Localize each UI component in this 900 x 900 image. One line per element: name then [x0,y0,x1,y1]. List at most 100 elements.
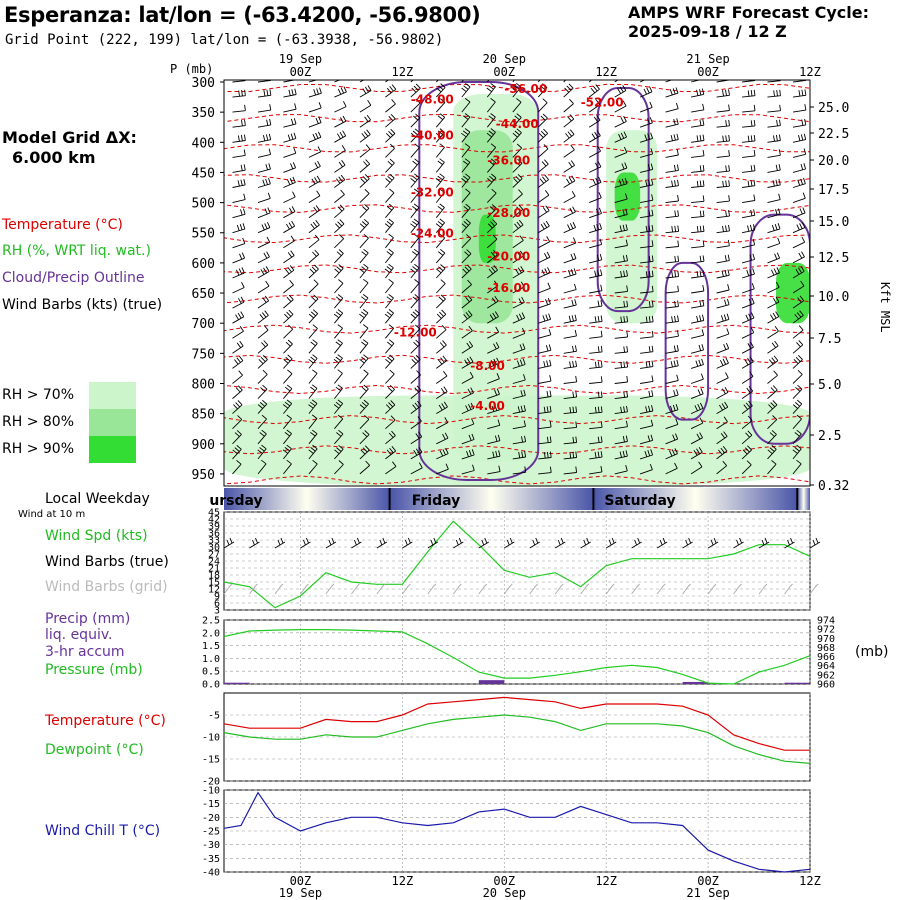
xs-wind-barb-417 [614,254,628,264]
xs-wind-barb-596 [792,104,807,113]
xs-wind-barb-345 [538,390,552,400]
xs-wind-barb-506 [690,373,704,384]
wind-barb-true-11 [504,537,515,549]
kft-tick-6: 10.0 [818,290,849,305]
xs-wind-barb-401 [589,421,603,430]
xs-wind-barb-190 [410,83,421,98]
bottom-tick-5: 12Z [799,874,821,888]
xs-wind-barb-428 [614,420,628,430]
xs-wind-barb-8 [232,193,246,204]
xs-wind-barb-225 [435,203,445,218]
xs-wind-barb-548 [742,194,756,204]
xs-wind-barb-433 [639,86,653,98]
temp-contour-8 [224,324,810,334]
temp-label-1: -52.00 [581,96,624,110]
xs-wind-barb-599 [792,148,807,158]
xs-wind-barb-100 [308,354,318,369]
xs-wind-barb-526 [716,269,730,279]
xs-wind-barb-9 [232,208,246,219]
rh-legend-90: RH > 90% [2,441,75,457]
cycle-line1: AMPS WRF Forecast Cycle: [628,3,870,22]
xs-wind-barb-141 [359,159,371,173]
xs-wind-barb-278 [486,188,497,203]
xs-wind-barb-75 [283,384,293,399]
xs-wind-barb-444 [640,255,654,264]
page-title: Esperanza: lat/lon = (-63.4200, -56.9800… [4,3,481,27]
xs-wind-barb-233 [436,324,447,339]
xs-wind-barb-370 [563,360,578,369]
wind-barb-grid-7 [401,583,411,595]
xs-wind-barb-605 [792,236,806,249]
wind-barb-true-13 [554,537,566,549]
xs-wind-barb-464 [665,149,679,158]
xs-wind-barb-44 [257,325,269,339]
xs-wind-barb-255 [461,249,472,264]
xs-wind-barb-441 [640,209,654,219]
xs-wind-barb-405 [614,80,619,83]
xs-wind-barb-106 [308,444,318,460]
temp-label-0: -56.00 [504,82,547,96]
xs-wind-barb-276 [486,158,497,173]
wind-barb-grid-4 [325,583,335,595]
xs-wind-barb-19 [232,355,244,369]
xs-wind-barb-46 [257,354,268,369]
xs-wind-barb-155 [359,369,369,384]
xs-wind-barb-543 [742,119,756,128]
rh-swatch-70 [89,382,136,409]
xs-wind-barb-422 [614,331,629,339]
xs-wind-barb-27 [257,80,272,83]
pressure-line [223,628,811,685]
xs-wind-barb-360 [563,206,576,219]
weekday-subtitle: Wind at 10 m [18,509,86,520]
xs-wind-barb-557 [741,327,755,339]
pressure-axis-label: P (mb) [170,62,214,76]
xs-wind-barb-598 [792,133,807,143]
wind-barb-true-1 [249,537,260,549]
p-tick-7: 650 [192,287,215,302]
xs-wind-barb-32 [257,148,272,158]
xs-wind-barb-176 [385,278,394,294]
rh-swatch-90 [89,436,136,463]
xs-wind-barb-35 [257,192,271,204]
xs-wind-barb-299 [512,98,522,113]
xs-wind-barb-567 [767,80,781,83]
xs-wind-barb-462 [665,118,679,128]
xs-wind-barb-547 [742,179,756,188]
xs-wind-barb-251 [461,188,471,203]
xs-wind-barb-549 [742,209,756,219]
xs-wind-barb-210 [410,385,422,399]
pressure-ytick-1: 962 [817,670,835,681]
model-grid-value: 6.000 km [12,148,96,167]
xs-wind-barb-151 [359,309,369,324]
kft-tick-8: 5.0 [818,378,841,393]
xs-wind-barb-58 [283,132,297,143]
xs-wind-barb-619 [792,444,802,460]
xs-wind-barb-408 [614,115,627,128]
xs-wind-barb-551 [741,238,756,249]
xs-wind-barb-586 [767,355,779,369]
xs-wind-barb-352 [563,83,574,98]
xs-wind-barb-536 [716,416,728,430]
top-date-2: 21 Sep [686,52,729,66]
xs-wind-barb-494 [691,195,705,204]
xs-wind-barb-510 [690,432,703,445]
weekday-label-1: Friday [412,493,461,509]
xs-wind-barb-394 [589,315,603,324]
xs-wind-barb-552 [741,253,756,264]
xs-wind-barb-533 [716,372,729,384]
xs-wind-barb-485 [665,462,678,475]
forecast-cycle: AMPS WRF Forecast Cycle: 2025-09-18 / 12… [628,3,869,41]
xs-wind-barb-121 [334,264,344,279]
xs-wind-barb-272 [486,98,496,113]
xs-wind-barb-583 [767,311,780,324]
xs-wind-barb-431 [614,464,628,475]
xs-wind-barb-181 [385,354,395,369]
precip-bar-3 [784,682,810,684]
xs-wind-barb-145 [359,218,370,234]
xs-wind-barb-588 [767,385,778,399]
xs-wind-barb-316 [512,358,526,369]
xs-wind-barb-292 [487,403,501,415]
xs-wind-barb-333 [537,205,550,219]
xs-wind-barb-323 [512,466,527,475]
xs-wind-barb-110 [334,101,347,113]
